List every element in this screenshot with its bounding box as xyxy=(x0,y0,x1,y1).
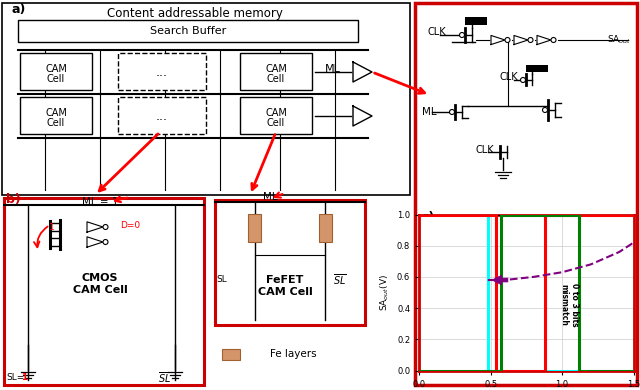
Text: CAM Cell: CAM Cell xyxy=(72,285,127,295)
Polygon shape xyxy=(353,62,372,82)
Text: Cell: Cell xyxy=(267,118,285,128)
Circle shape xyxy=(528,37,533,43)
Text: SA$_{out}$: SA$_{out}$ xyxy=(607,34,632,46)
Text: 0 to 3 bits
mismatch: 0 to 3 bits mismatch xyxy=(559,283,579,327)
Circle shape xyxy=(460,32,465,37)
Text: 1: 1 xyxy=(21,374,28,383)
Text: D=0: D=0 xyxy=(120,222,140,230)
Text: ML: ML xyxy=(325,64,341,74)
Circle shape xyxy=(543,108,547,112)
Bar xyxy=(215,200,365,325)
Text: SL=: SL= xyxy=(6,374,24,383)
Text: Fe layers: Fe layers xyxy=(270,349,317,359)
Text: CAM: CAM xyxy=(265,64,287,74)
Bar xyxy=(319,214,332,242)
Text: ML: ML xyxy=(262,192,277,202)
Text: c): c) xyxy=(422,211,435,225)
Text: CAM Cell: CAM Cell xyxy=(258,287,312,297)
Polygon shape xyxy=(491,35,505,44)
Bar xyxy=(4,198,204,385)
Text: ML = 1: ML = 1 xyxy=(82,197,118,207)
Bar xyxy=(526,65,548,72)
Bar xyxy=(465,17,487,25)
Text: CLK: CLK xyxy=(475,145,493,155)
Text: ...: ... xyxy=(156,66,168,78)
Circle shape xyxy=(103,239,108,245)
Text: SL: SL xyxy=(216,275,227,284)
Bar xyxy=(118,97,206,134)
Text: a): a) xyxy=(12,2,26,16)
Y-axis label: SA$_{out}$(V): SA$_{out}$(V) xyxy=(379,274,392,311)
Bar xyxy=(240,97,312,134)
Bar xyxy=(2,3,410,195)
Bar xyxy=(18,20,358,42)
Text: Search Buffer: Search Buffer xyxy=(150,26,226,36)
Text: FeFET: FeFET xyxy=(266,275,304,285)
Bar xyxy=(240,53,312,90)
Polygon shape xyxy=(87,237,103,247)
Text: $\overline{SL}$: $\overline{SL}$ xyxy=(158,370,172,385)
Circle shape xyxy=(551,37,556,43)
Bar xyxy=(20,97,92,134)
Text: CMOS: CMOS xyxy=(82,273,118,283)
Text: Cell: Cell xyxy=(47,118,65,128)
Text: Cell: Cell xyxy=(47,74,65,84)
Text: CLK: CLK xyxy=(427,27,445,37)
Circle shape xyxy=(449,110,454,115)
Bar xyxy=(118,53,206,90)
Circle shape xyxy=(103,225,108,229)
Text: CAM: CAM xyxy=(45,64,67,74)
Circle shape xyxy=(520,78,525,83)
Bar xyxy=(248,214,261,242)
Text: 1: 1 xyxy=(49,223,55,232)
Text: ML: ML xyxy=(422,107,436,117)
Polygon shape xyxy=(353,106,372,126)
Text: Cell: Cell xyxy=(267,74,285,84)
Text: b): b) xyxy=(6,193,20,206)
Text: Content addressable memory: Content addressable memory xyxy=(107,7,283,21)
Polygon shape xyxy=(87,222,103,232)
Circle shape xyxy=(505,37,510,43)
Text: ...: ... xyxy=(156,110,168,122)
Bar xyxy=(222,349,240,360)
Text: CAM: CAM xyxy=(45,108,67,118)
Bar xyxy=(415,3,637,385)
Bar xyxy=(20,53,92,90)
Polygon shape xyxy=(537,35,551,44)
Polygon shape xyxy=(514,35,528,44)
Text: CAM: CAM xyxy=(265,108,287,118)
Text: CLK: CLK xyxy=(500,72,518,82)
Text: $\overline{SL}$: $\overline{SL}$ xyxy=(333,273,347,287)
